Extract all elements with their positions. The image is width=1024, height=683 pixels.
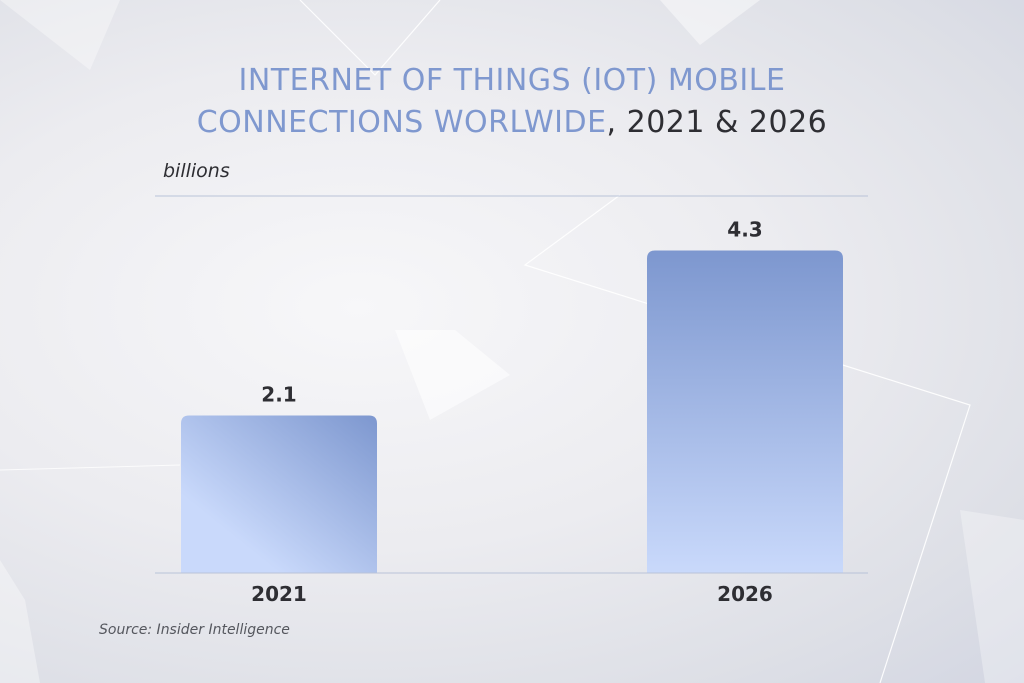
- x-tick-label-2026: 2026: [717, 582, 773, 606]
- source-note: Source: Insider Intelligence: [99, 622, 290, 638]
- bar-2026: [647, 250, 843, 573]
- unit-label: billions: [163, 160, 230, 182]
- chart-title-highlight-line2: CONNECTIONS WORLWIDE: [196, 105, 607, 140]
- bars-group: 2.1 2021 4.3 2026: [181, 218, 843, 606]
- data-label-2021: 2.1: [261, 383, 296, 407]
- chart-title-highlight-line1: INTERNET OF THINGS (IOT) MOBILE: [238, 63, 786, 98]
- data-label-2026: 4.3: [727, 218, 762, 242]
- chart-title-suffix: , 2021 & 2026: [606, 105, 828, 140]
- x-tick-label-2021: 2021: [251, 582, 307, 606]
- chart-title: INTERNET OF THINGS (IOT) MOBILE CONNECTI…: [0, 60, 1024, 144]
- bar-2021: [181, 415, 377, 573]
